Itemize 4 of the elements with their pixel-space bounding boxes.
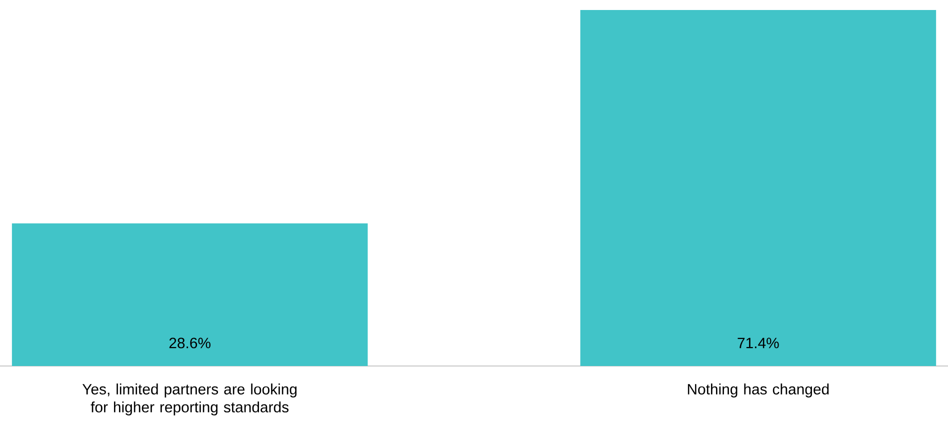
data-label: 71.4% bbox=[738, 338, 779, 348]
x-tick-label: Yes, limited partners are looking for higher reporting standards bbox=[82, 384, 297, 416]
x-tick-label: Nothing has changed bbox=[688, 384, 829, 398]
data-label: 28.6% bbox=[169, 338, 210, 348]
